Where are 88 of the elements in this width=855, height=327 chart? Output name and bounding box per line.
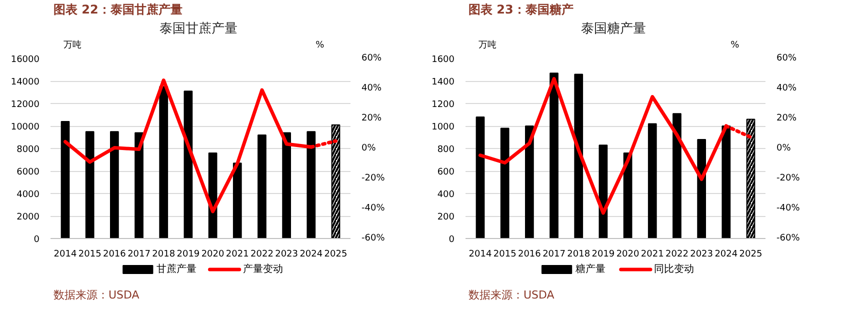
bar [648,123,657,238]
source-note: 数据来源：USDA [53,288,140,302]
legend-label: 产量变动 [243,263,284,275]
x-tick-label: 2024 [714,250,738,260]
y2-tick-label: 60% [776,54,797,64]
y-tick-label: 0 [34,235,40,245]
y-tick-label: 1400 [432,78,455,88]
y2-tick-label: 0% [776,144,792,154]
y-tick-label: 10000 [10,122,40,132]
y-tick-label: 400 [437,190,455,200]
x-tick-label: 2014 [468,250,492,260]
bar [232,162,242,238]
bar [500,128,510,238]
x-tick-label: 2021 [640,250,664,260]
y2-tick-label: -20% [362,174,386,184]
y-tick-label: 6000 [16,168,40,178]
x-tick-label: 2016 [518,250,542,260]
chart-title: 泰国糖产量 [581,22,646,36]
x-tick-label: 2025 [324,250,348,260]
bar [672,113,682,238]
bar [525,126,534,238]
legend-label: 甘蔗产量 [156,263,196,275]
y-tick-label: 600 [437,168,455,178]
y2-tick-label: 40% [776,84,797,94]
text: 图表 22：泰国甘蔗产量 [53,2,182,16]
bar [722,126,731,238]
bar [110,131,119,238]
y-tick-label: 200 [437,212,455,222]
y-tick-label: 1600 [432,55,455,65]
x-tick-label: 2017 [128,250,150,260]
y2-tick-label: 60% [362,54,382,64]
x-tick-label: 2023 [275,250,298,260]
bar [697,139,706,238]
y2-tick-label: -40% [776,204,800,214]
legend-label: 同比变动 [654,263,694,275]
x-tick-label: 2014 [54,250,77,260]
legend-label: 糖产量 [575,263,606,275]
x-tick-label: 2022 [250,250,274,260]
y2-tick-label: -40% [362,204,386,214]
x-tick-label: 2021 [226,250,249,260]
y-tick-label: 4000 [16,190,40,200]
y-tick-label: 12000 [10,100,40,110]
x-tick-label: 2019 [592,250,615,260]
y2-axis-title: % [730,40,740,50]
bar [282,132,291,238]
x-tick-label: 2017 [542,250,566,260]
chart-title: 泰国甘蔗产量 [160,22,238,36]
text: 图表 23：泰国糖产 [468,2,574,16]
x-tick-label: 2015 [493,250,516,260]
x-tick-label: 2018 [567,250,590,260]
bar [134,132,144,238]
y-tick-label: 0 [448,235,455,245]
x-tick-label: 2018 [152,250,176,260]
y2-tick-label: 20% [776,114,797,124]
y-axis-title: 万吨 [64,40,82,50]
bar [476,116,485,238]
y-tick-label: 800 [437,145,455,155]
y-tick-label: 1200 [432,100,455,110]
bar [60,121,70,238]
bar [306,131,316,238]
bar [258,134,266,238]
y-tick-label: 14000 [10,78,40,88]
y2-tick-label: 0% [362,144,376,154]
x-tick-label: 2019 [176,250,200,260]
x-tick-label: 2015 [78,250,102,260]
x-tick-label: 2025 [739,250,762,260]
y-axis-title: 万吨 [478,40,497,50]
y2-tick-label: 20% [362,114,382,124]
source-note: 数据来源：USDA [468,288,555,302]
bar [85,131,94,238]
bar [550,72,558,238]
x-tick-label: 2020 [616,250,640,260]
x-tick-label: 2023 [690,250,714,260]
x-tick-label: 2020 [201,250,225,260]
x-tick-label: 2024 [300,250,323,260]
y2-tick-label: -60% [362,234,386,244]
y2-tick-label: -20% [776,174,800,184]
y2-tick-label: 40% [362,84,382,94]
bar [159,86,168,238]
y2-axis-title: % [316,40,325,50]
x-tick-label: 2016 [102,250,126,260]
bar [574,74,584,238]
y-tick-label: 2000 [16,212,40,222]
x-tick-label: 2022 [666,250,688,260]
y-tick-label: 1000 [432,122,455,132]
y-tick-label: 8000 [16,145,40,155]
y2-tick-label: -60% [776,234,800,244]
y-tick-label: 16000 [10,55,40,65]
